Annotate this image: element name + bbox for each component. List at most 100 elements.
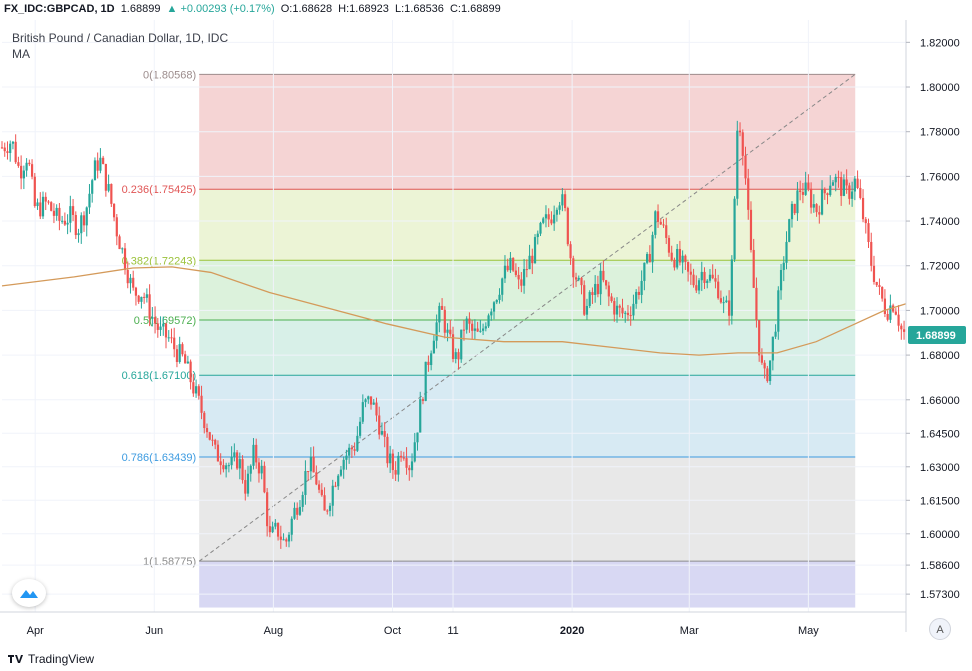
candle-body: [389, 453, 392, 464]
candle-body: [749, 209, 753, 250]
candle-body: [274, 522, 277, 527]
candle-body: [766, 368, 769, 382]
candle-body: [714, 278, 717, 282]
candle-body: [25, 162, 28, 171]
moving-average: [1, 266, 907, 356]
candle-body: [367, 396, 370, 400]
logo-icon: [20, 590, 38, 598]
candle-body: [438, 305, 441, 323]
candle-body: [615, 305, 619, 315]
candle-body: [317, 484, 321, 490]
candle-body: [93, 160, 97, 181]
candle-body: [490, 311, 493, 316]
candle-body: [503, 265, 507, 279]
fib-zone: [199, 189, 856, 261]
candle-body: [238, 459, 241, 469]
candle-body: [484, 326, 487, 329]
candle-body: [643, 262, 646, 281]
candle-body: [14, 141, 17, 163]
candle-body: [145, 294, 148, 298]
candle-body: [257, 462, 261, 474]
candle-body: [637, 291, 641, 295]
candle-body: [845, 179, 848, 186]
candle-body: [760, 355, 764, 363]
candle-body: [692, 274, 695, 286]
last-price-badge: [908, 326, 966, 345]
candle-body: [435, 322, 438, 341]
footer-brand[interactable]: TradingView: [8, 652, 94, 666]
indicator-label[interactable]: MA: [12, 47, 30, 61]
candle-body: [39, 202, 42, 217]
time-tick-label: Oct: [384, 625, 401, 637]
candle-body: [695, 285, 698, 291]
candle-body: [566, 208, 569, 245]
candle-body: [0, 147, 4, 149]
candle-body: [126, 270, 129, 284]
price-tick-label: 1.76000: [920, 171, 960, 183]
price-chart[interactable]: 0(1.80568) 0.236(1.75425) 0.382(1.72243) 0.…: [0, 20, 972, 652]
auto-scale-button[interactable]: A: [929, 618, 951, 640]
candle-body: [583, 285, 586, 315]
candle-body: [296, 507, 299, 515]
tradingview-chart-logo[interactable]: [12, 579, 46, 607]
candle-body: [853, 178, 856, 192]
price-tick-label: 1.80000: [920, 82, 960, 94]
fib-retracement[interactable]: 0(1.80568) 0.236(1.75425) 0.382(1.72243) 0.…: [122, 69, 856, 608]
candle-body: [307, 471, 310, 473]
candle-body: [394, 470, 397, 475]
symbol-label[interactable]: FX_IDC:GBPCAD, 1D: [4, 3, 115, 15]
candle-body: [738, 130, 742, 133]
candle-body: [47, 201, 50, 203]
time-tick-label: 2020: [560, 625, 584, 637]
candle-body: [69, 206, 72, 223]
candle-body: [801, 192, 805, 195]
candle-body: [468, 318, 471, 324]
candle-body: [758, 320, 761, 356]
candle-body: [531, 255, 534, 264]
price-tick-label: 1.60000: [920, 529, 960, 541]
candle-body: [287, 534, 291, 542]
last-price-label: 1.68899: [916, 330, 956, 342]
candle-body: [290, 518, 293, 535]
price-tick-label: 1.58600: [920, 560, 960, 572]
candle-body: [211, 439, 214, 441]
candle-body: [82, 215, 86, 226]
candle-body: [375, 402, 378, 416]
candle-body: [730, 259, 733, 316]
candle-body: [252, 444, 255, 466]
candle-body: [837, 176, 840, 178]
candle-body: [50, 202, 53, 211]
candle-body: [900, 325, 903, 330]
candle-body: [553, 214, 556, 224]
candle-body: [413, 442, 416, 462]
candle-body: [831, 182, 835, 186]
candle-body: [555, 209, 558, 215]
candle-body: [867, 223, 870, 242]
candle-body: [558, 205, 561, 210]
candle-body: [175, 349, 179, 362]
candle-body: [219, 461, 222, 466]
last-price: 1.68899: [120, 3, 161, 15]
candle-body: [356, 435, 359, 451]
candle-body: [542, 218, 545, 223]
time-tick-label: May: [798, 625, 819, 637]
candle-body: [424, 361, 427, 401]
candle-body: [323, 495, 326, 511]
candle-body: [700, 271, 703, 281]
fib-level-label: 0.786(1.63439): [122, 452, 197, 464]
time-tick-label: Jun: [145, 625, 163, 637]
candle-body: [632, 303, 635, 316]
candle-body: [216, 444, 220, 462]
candle-body: [684, 255, 687, 263]
candle-body: [769, 360, 772, 382]
ma-line: [1, 266, 907, 356]
candle-body: [137, 295, 140, 302]
candle-body: [241, 459, 244, 481]
candle-body: [881, 286, 884, 299]
candle-body: [856, 178, 859, 188]
candle-body: [457, 352, 460, 360]
tradingview-icon: [8, 655, 23, 663]
candle-body: [514, 270, 517, 275]
candle-body: [22, 170, 25, 179]
candle-body: [646, 254, 649, 263]
